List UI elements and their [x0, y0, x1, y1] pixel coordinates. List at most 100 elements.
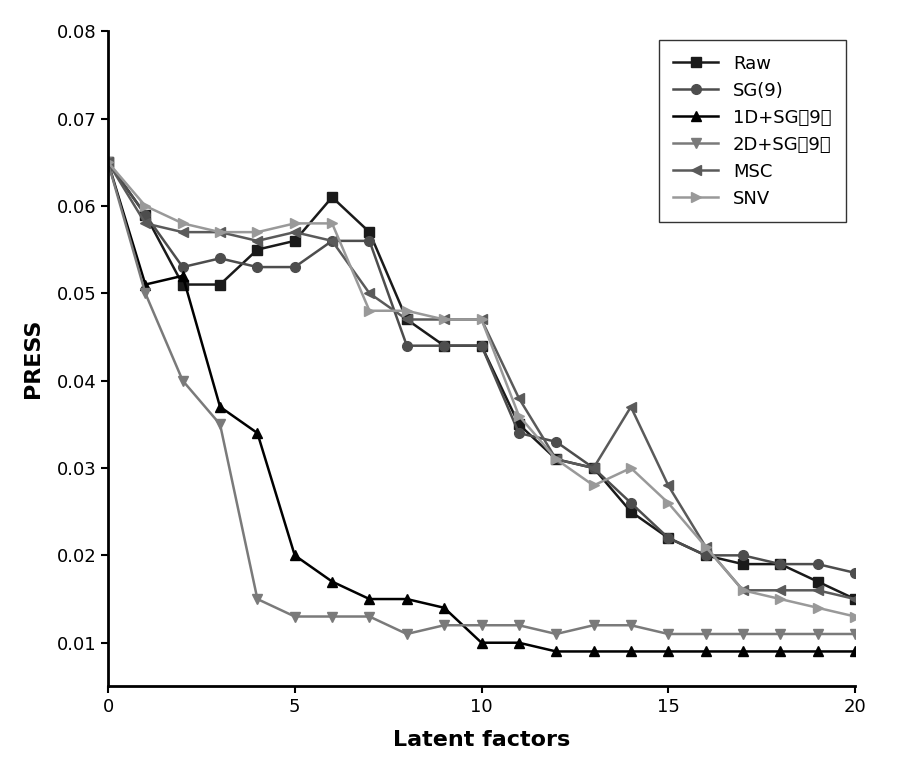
SG(9) — [177, 262, 188, 271]
MSC — [812, 586, 823, 595]
SG(9) — [140, 210, 151, 219]
1D+SG（9） — [812, 647, 823, 656]
Line: Raw: Raw — [104, 158, 860, 604]
Raw — [700, 551, 711, 560]
1D+SG（9） — [476, 638, 487, 647]
MSC — [215, 228, 225, 237]
SG(9) — [103, 158, 113, 167]
1D+SG（9） — [589, 647, 599, 656]
SNV — [215, 228, 225, 237]
1D+SG（9） — [215, 402, 225, 412]
2D+SG（9） — [290, 612, 301, 621]
MSC — [738, 586, 749, 595]
SNV — [589, 480, 599, 490]
SNV — [850, 612, 860, 621]
MSC — [551, 455, 562, 464]
1D+SG（9） — [850, 647, 860, 656]
2D+SG（9） — [401, 629, 412, 639]
2D+SG（9） — [551, 629, 562, 639]
SNV — [700, 542, 711, 551]
1D+SG（9） — [177, 271, 188, 281]
SG(9) — [364, 236, 374, 246]
2D+SG（9） — [364, 612, 374, 621]
SG(9) — [775, 559, 786, 569]
Y-axis label: PRESS: PRESS — [22, 319, 42, 399]
Raw — [290, 236, 301, 246]
Raw — [177, 280, 188, 289]
SG(9) — [401, 341, 412, 350]
2D+SG（9） — [439, 621, 450, 630]
SNV — [252, 228, 263, 237]
1D+SG（9） — [290, 551, 301, 560]
Raw — [513, 420, 524, 429]
SNV — [140, 201, 151, 211]
SNV — [812, 603, 823, 612]
Raw — [439, 341, 450, 350]
2D+SG（9） — [215, 420, 225, 429]
1D+SG（9） — [439, 603, 450, 612]
1D+SG（9） — [775, 647, 786, 656]
2D+SG（9） — [252, 594, 263, 604]
1D+SG（9） — [551, 647, 562, 656]
Raw — [327, 193, 338, 202]
SG(9) — [589, 463, 599, 473]
SNV — [290, 218, 301, 228]
1D+SG（9） — [140, 280, 151, 289]
2D+SG（9） — [589, 621, 599, 630]
2D+SG（9） — [775, 629, 786, 639]
MSC — [476, 315, 487, 324]
2D+SG（9） — [738, 629, 749, 639]
1D+SG（9） — [401, 594, 412, 604]
MSC — [775, 586, 786, 595]
SG(9) — [738, 551, 749, 560]
Raw — [252, 245, 263, 254]
SNV — [364, 306, 374, 315]
2D+SG（9） — [812, 629, 823, 639]
Legend: Raw, SG(9), 1D+SG（9）, 2D+SG（9）, MSC, SNV: Raw, SG(9), 1D+SG（9）, 2D+SG（9）, MSC, SNV — [659, 41, 846, 222]
SNV — [551, 455, 562, 464]
2D+SG（9） — [327, 612, 338, 621]
1D+SG（9） — [364, 594, 374, 604]
Raw — [662, 534, 673, 543]
Raw — [626, 507, 636, 516]
Raw — [140, 210, 151, 219]
MSC — [439, 315, 450, 324]
SNV — [401, 306, 412, 315]
2D+SG（9） — [626, 621, 636, 630]
2D+SG（9） — [103, 158, 113, 167]
MSC — [589, 463, 599, 473]
1D+SG（9） — [252, 428, 263, 438]
Line: 1D+SG（9）: 1D+SG（9） — [104, 158, 860, 656]
2D+SG（9） — [662, 629, 673, 639]
SNV — [327, 218, 338, 228]
SNV — [439, 315, 450, 324]
SG(9) — [215, 254, 225, 263]
2D+SG（9） — [476, 621, 487, 630]
Raw — [738, 559, 749, 569]
SNV — [103, 158, 113, 167]
SNV — [626, 463, 636, 473]
SG(9) — [662, 534, 673, 543]
MSC — [513, 393, 524, 402]
Line: 2D+SG（9）: 2D+SG（9） — [104, 158, 860, 639]
MSC — [850, 594, 860, 604]
SG(9) — [850, 568, 860, 577]
SG(9) — [700, 551, 711, 560]
Raw — [215, 280, 225, 289]
Raw — [850, 594, 860, 604]
Raw — [775, 559, 786, 569]
1D+SG（9） — [327, 577, 338, 587]
Raw — [476, 341, 487, 350]
Raw — [812, 577, 823, 587]
SNV — [476, 315, 487, 324]
SG(9) — [327, 236, 338, 246]
1D+SG（9） — [700, 647, 711, 656]
SG(9) — [551, 437, 562, 446]
MSC — [700, 542, 711, 551]
SG(9) — [252, 262, 263, 271]
Line: SG(9): SG(9) — [104, 158, 860, 578]
SG(9) — [476, 341, 487, 350]
Raw — [589, 463, 599, 473]
SG(9) — [812, 559, 823, 569]
Raw — [364, 228, 374, 237]
